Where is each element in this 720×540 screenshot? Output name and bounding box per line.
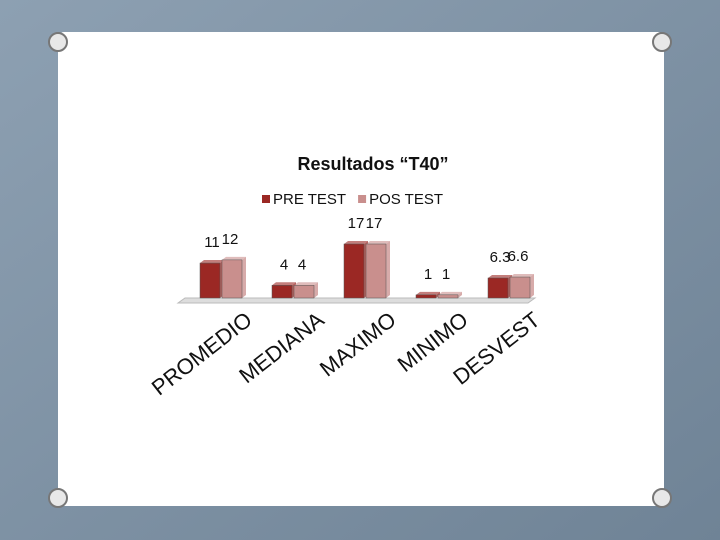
- bar-top: [510, 274, 534, 278]
- value-label: 1: [442, 266, 450, 283]
- bar: [437, 291, 462, 299]
- bar-front: [487, 277, 509, 299]
- bar: [271, 282, 296, 299]
- bar-top: [366, 241, 390, 244]
- bar: [199, 260, 224, 299]
- corner-rings: [48, 32, 672, 508]
- bar-front: [509, 276, 531, 299]
- value-label: 17: [348, 215, 365, 232]
- bar-front: [365, 243, 387, 299]
- bar: [365, 241, 390, 299]
- value-label: 17: [366, 215, 383, 232]
- bar-side: [314, 282, 318, 298]
- bar: [509, 274, 534, 299]
- ring: [652, 32, 672, 52]
- bar-front: [271, 285, 293, 299]
- bar-side: [242, 256, 246, 298]
- bar-top: [344, 241, 368, 244]
- bar-front: [199, 262, 221, 299]
- value-label: 11: [204, 234, 220, 251]
- value-label: 4: [280, 256, 288, 273]
- bar-side: [386, 241, 390, 298]
- bar: [221, 256, 246, 299]
- bar-front: [293, 285, 315, 299]
- value-label: 4: [298, 256, 306, 273]
- bar-side: [458, 291, 462, 298]
- bar-top: [222, 256, 246, 260]
- legend-swatch: [358, 195, 367, 203]
- ring: [48, 488, 68, 508]
- bar-top: [200, 260, 224, 264]
- bar: [343, 241, 368, 299]
- bar: [293, 282, 318, 299]
- bar: [487, 274, 512, 299]
- bar-top: [438, 291, 462, 295]
- bar-top: [416, 291, 440, 295]
- bar-front: [343, 243, 365, 299]
- bar-front: [221, 259, 243, 299]
- value-label: 6.6: [508, 248, 529, 265]
- bar-top: [488, 274, 512, 278]
- bar-top: [294, 282, 318, 286]
- legend-label: POS TEST: [369, 191, 443, 208]
- bar-side: [530, 274, 534, 298]
- chart-title: Resultados “T40”: [297, 154, 448, 174]
- ring: [48, 32, 68, 52]
- value-label: 1: [424, 266, 432, 283]
- floor: [176, 297, 537, 304]
- legend-swatch: [262, 195, 270, 203]
- bar: [415, 291, 440, 299]
- bar-front: [437, 294, 459, 299]
- value-label: 6.3: [490, 249, 511, 266]
- bar-top: [272, 282, 296, 286]
- value-label: 12: [222, 231, 239, 248]
- legend-label: PRE TEST: [273, 191, 346, 208]
- bar-front: [415, 294, 437, 299]
- ring: [652, 488, 672, 508]
